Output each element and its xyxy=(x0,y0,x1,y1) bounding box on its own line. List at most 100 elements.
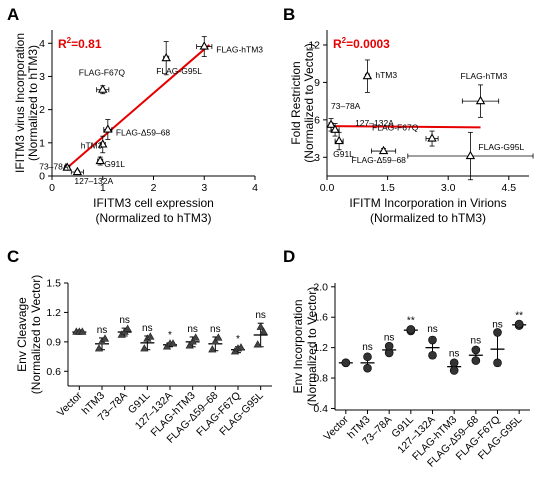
plot-c: 0.6 0.9 1.2 1.5 Env Cleavage (Normalized to V… xyxy=(15,275,272,446)
data-point-htm3 xyxy=(98,139,108,148)
regression-line xyxy=(329,125,481,129)
data-point-73-78a xyxy=(62,162,72,171)
y-tick-label: 3 xyxy=(314,152,320,164)
plot-b: 0.0 1.5 3.0 4.5 3 6 9 12 IFITM Incorporation in … xyxy=(289,30,534,225)
replicate-point-flag-f67q xyxy=(493,328,502,337)
y-tick-label: 6 xyxy=(314,114,320,126)
replicate-point-127-132a xyxy=(168,339,178,347)
replicate-point-flag-59-68 xyxy=(208,345,217,353)
significance-label-g91l: ** xyxy=(407,316,415,327)
data-point-flag-59-68 xyxy=(103,124,113,133)
significance-label-flag-g95l: ** xyxy=(515,310,523,321)
replicate-point-htm3 xyxy=(363,363,372,373)
replicate-point-g91l xyxy=(406,325,416,334)
significance-label-htm3: ns xyxy=(362,342,373,353)
point-label-127-132a: 127–132A xyxy=(74,176,113,186)
replicate-point-127-132a xyxy=(428,350,437,360)
y-tick-label: 1.6 xyxy=(313,312,328,324)
data-point-flag-f67q xyxy=(98,84,108,93)
y-axis-subtitle: (Normalized to Vector) xyxy=(29,275,43,394)
data-point-g91l xyxy=(334,135,344,145)
replicate-point-flag-g95l xyxy=(256,322,265,330)
y-tick-label: 0.9 xyxy=(46,336,61,348)
panel-d: D 0.4 0.8 1.2 1.6 2.0 Env Incorporation (Norma… xyxy=(283,247,530,470)
replicate-point-73-78a xyxy=(123,324,132,332)
replicate-point-vector xyxy=(78,327,87,335)
replicate-point-flag-htm3 xyxy=(188,337,197,345)
significance-label-flag-59-68: ns xyxy=(471,335,482,346)
y-tick-label: 1.5 xyxy=(46,278,61,290)
panel-b: B 0.0 1.5 3.0 4.5 3 6 9 12 IFITM Incorporation i… xyxy=(283,5,534,225)
data-point-flag-g95l xyxy=(465,150,476,160)
replicate-point-g91l xyxy=(140,344,149,352)
replicate-point-flag-f67q xyxy=(236,343,246,351)
x-tick-label-vector: Vector xyxy=(321,413,351,443)
point-label-flag-59-68: FLAG-Δ59–68 xyxy=(116,128,171,138)
replicate-point-flag-59-68 xyxy=(211,337,220,345)
panel-c: C 0.6 0.9 1.2 1.5 Env Cleavage (Normalized to… xyxy=(7,247,272,446)
point-label-htm3: hTM3 xyxy=(81,140,103,150)
replicate-point-flag-g95l xyxy=(259,327,268,335)
point-label-73-78a: 73–78A xyxy=(331,101,361,111)
y-axis-title: IFITM3 virus Incorporation xyxy=(13,33,27,173)
x-tick-label: 1 xyxy=(100,182,106,194)
data-point-flag-59-68 xyxy=(378,145,389,155)
data-point-73-78a xyxy=(326,119,336,128)
x-tick-label: 0.0 xyxy=(320,182,335,194)
data-point-flag-g95l xyxy=(161,52,171,62)
data-point-flag-htm3 xyxy=(475,95,486,105)
significance-label-flag-f67q: * xyxy=(236,334,240,345)
significance-label-flag-59-68: ns xyxy=(210,324,221,335)
x-tick-label: 4.5 xyxy=(501,182,516,194)
replicate-point-htm3 xyxy=(94,344,104,352)
point-label-flag-f67q: FLAG-F67Q xyxy=(79,68,126,78)
replicate-point-flag-59-68 xyxy=(471,345,481,355)
panel-letter-a: A xyxy=(7,5,19,24)
significance-label-flag-f67q: ns xyxy=(492,319,503,330)
significance-label-127-132a: * xyxy=(168,330,172,341)
x-tick-label-vector: Vector xyxy=(55,389,85,419)
y-axis-subtitle: (Normalized to Vector) xyxy=(302,43,316,162)
data-point-127-132a xyxy=(330,124,340,133)
significance-label-73-78a: ns xyxy=(119,315,130,326)
y-tick-label: 2 xyxy=(39,104,45,116)
replicate-point-htm3 xyxy=(100,334,110,342)
data-point-flag-f67q xyxy=(427,133,437,142)
point-label-flag-htm3: FLAG-hTM3 xyxy=(216,45,263,55)
regression-line xyxy=(66,44,210,169)
x-axis-subtitle: (Normalized to hTM3) xyxy=(370,211,486,225)
replicate-point-g91l xyxy=(146,332,155,340)
significance-label-htm3: ns xyxy=(97,325,108,336)
data-point-127-132a xyxy=(72,166,83,176)
point-label-g91l: G91L xyxy=(333,149,354,159)
data-point-htm3 xyxy=(362,70,373,80)
x-tick-label: 3 xyxy=(201,182,207,194)
y-tick-label: 2.0 xyxy=(313,281,328,293)
r-squared-symbol: R xyxy=(333,37,342,51)
y-tick-label: 0.6 xyxy=(46,366,61,378)
replicate-point-flag-g95l xyxy=(253,340,262,348)
point-label-htm3: hTM3 xyxy=(375,70,397,80)
panel-letter-b: B xyxy=(283,5,295,24)
y-axis-title: Env Incorporation xyxy=(291,299,305,393)
point-label-127-132a: 127–132A xyxy=(355,118,394,128)
r-squared-annotation: R2=0.81 xyxy=(58,36,102,51)
y-tick-label: 1.2 xyxy=(46,307,61,319)
replicate-point-vector xyxy=(341,358,351,368)
r-squared-exponent: 2 xyxy=(67,36,72,45)
y-tick-label: 1 xyxy=(39,137,45,149)
y-axis-title: Env Cleavage xyxy=(15,297,29,372)
significance-label-flag-g95l: ns xyxy=(255,310,266,321)
x-axis-subtitle: (Normalized to hTM3) xyxy=(95,211,211,225)
y-tick-label: 0.4 xyxy=(313,403,328,415)
replicate-point-flag-htm3 xyxy=(191,333,200,341)
x-tick-label: 1.5 xyxy=(380,182,395,194)
point-label-flag-htm3: FLAG-hTM3 xyxy=(461,71,508,81)
replicate-point-127-132a xyxy=(428,335,437,345)
panel-letter-c: C xyxy=(7,247,19,266)
x-tick-label: 3.0 xyxy=(441,182,456,194)
replicate-point-flag-htm3 xyxy=(449,358,459,368)
r-squared-value: =0.0003 xyxy=(346,37,390,51)
r-squared-value: =0.81 xyxy=(71,37,102,51)
